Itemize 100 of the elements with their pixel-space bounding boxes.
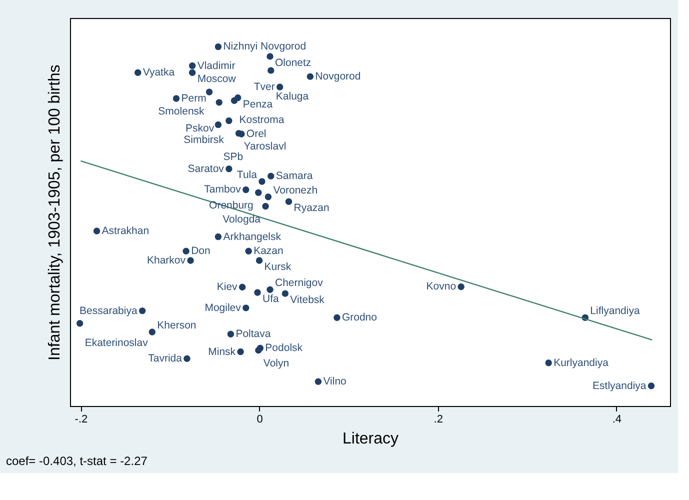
annotation: Yaroslavl	[244, 140, 286, 152]
annotation: Ufa	[262, 292, 279, 305]
point	[138, 307, 146, 314]
point	[306, 73, 314, 80]
point	[266, 53, 274, 60]
annotation: Orel	[246, 128, 266, 140]
annotation: Vilno	[323, 376, 347, 388]
point	[266, 286, 274, 293]
annotation: Vladimir	[197, 60, 236, 72]
annotation: Minsk	[208, 346, 236, 358]
annotation: Mogilev	[204, 302, 242, 314]
annotation: Voronezh	[273, 184, 318, 196]
point	[182, 248, 190, 255]
point	[245, 248, 252, 255]
point	[214, 43, 222, 50]
annotation: Saratov	[188, 162, 225, 175]
annotation: Chernigov	[275, 277, 324, 290]
point	[254, 289, 261, 296]
point	[276, 84, 284, 90]
point	[242, 304, 250, 312]
annotation: Moscow	[197, 73, 236, 86]
x-tick-label: -.2	[74, 414, 88, 426]
point	[238, 284, 246, 290]
annotation: Vyatka	[142, 66, 175, 79]
annotation: Simbirsk	[184, 134, 225, 146]
annotation: Ryazan	[294, 202, 330, 214]
annotation: Kiev	[216, 281, 238, 294]
point	[187, 257, 194, 264]
annotation: Bessarabiya	[80, 304, 138, 317]
point	[545, 360, 552, 366]
point	[230, 97, 238, 104]
point	[188, 69, 196, 76]
point	[216, 99, 222, 106]
annotation: Kaluga	[276, 90, 309, 102]
point	[256, 257, 263, 264]
annotation: Volyn	[263, 357, 290, 370]
annotation: Vitebsk	[290, 294, 326, 306]
point	[314, 378, 322, 385]
annotation: Don	[191, 245, 210, 258]
annotation: Kursk	[264, 261, 292, 273]
point	[184, 355, 190, 362]
annotation: SPb	[223, 151, 244, 164]
annotation: Arkhangelsk	[223, 230, 282, 243]
point	[206, 88, 213, 96]
x-axis-title: Literacy	[342, 430, 399, 448]
point	[268, 67, 274, 74]
point	[148, 328, 156, 336]
annotation: Pskov	[186, 122, 215, 134]
annotation: Ekaterinoslav	[84, 336, 149, 349]
annotation: Astrakhan	[102, 225, 150, 238]
point	[458, 283, 464, 290]
point	[238, 130, 245, 138]
annotation: Nizhnyi Novgorod	[223, 40, 306, 53]
annotation: Vologda	[222, 213, 261, 226]
point	[188, 62, 196, 70]
annotation: Tula	[236, 168, 258, 181]
annotation: Penza	[242, 98, 273, 110]
point	[227, 330, 234, 338]
point	[134, 69, 142, 76]
annotation: Novgorod	[315, 70, 361, 83]
point	[262, 202, 269, 210]
point	[255, 189, 262, 196]
annotation: Tver	[254, 80, 276, 93]
point	[648, 382, 655, 390]
annotation: Tambov	[204, 184, 242, 196]
annotation: Kovno	[426, 280, 456, 293]
point	[258, 178, 266, 185]
text: coef= -0.403, t-stat = -2.27	[6, 454, 148, 468]
point	[93, 228, 100, 234]
point	[268, 172, 274, 180]
point	[214, 233, 222, 240]
x-tick-label: .4	[612, 414, 622, 426]
annotation: Grodno	[342, 312, 378, 324]
point	[334, 314, 340, 321]
annotation: Poltava	[236, 328, 271, 340]
point	[237, 348, 244, 356]
annotation: Liflyandiya	[590, 305, 640, 318]
point	[226, 166, 232, 172]
point	[172, 95, 180, 102]
point	[214, 121, 222, 128]
annotation: Tavrida	[148, 352, 182, 365]
annotation: Kazan	[254, 245, 284, 258]
point	[242, 186, 250, 194]
y-axis-title: Infant mortality, 1903-1905, per 100 births	[46, 64, 64, 360]
annotation: Kurlyandiya	[554, 356, 609, 369]
x-tick-label: 0	[256, 414, 263, 426]
point	[285, 198, 292, 205]
point	[76, 320, 84, 327]
point	[264, 194, 272, 200]
annotation: Kherson	[157, 319, 196, 332]
annotation: Samara	[276, 170, 313, 182]
annotation: Smolensk	[158, 106, 206, 118]
annotation: Estlyandiya	[592, 380, 646, 392]
x-tick-label: .2	[434, 414, 443, 426]
annotation: Podolsk	[265, 342, 304, 354]
point	[226, 117, 232, 124]
annotation: Kharkov	[147, 254, 186, 266]
annotation: Olonetz	[275, 56, 312, 69]
point	[282, 290, 289, 297]
annotation: Perm	[181, 92, 207, 104]
